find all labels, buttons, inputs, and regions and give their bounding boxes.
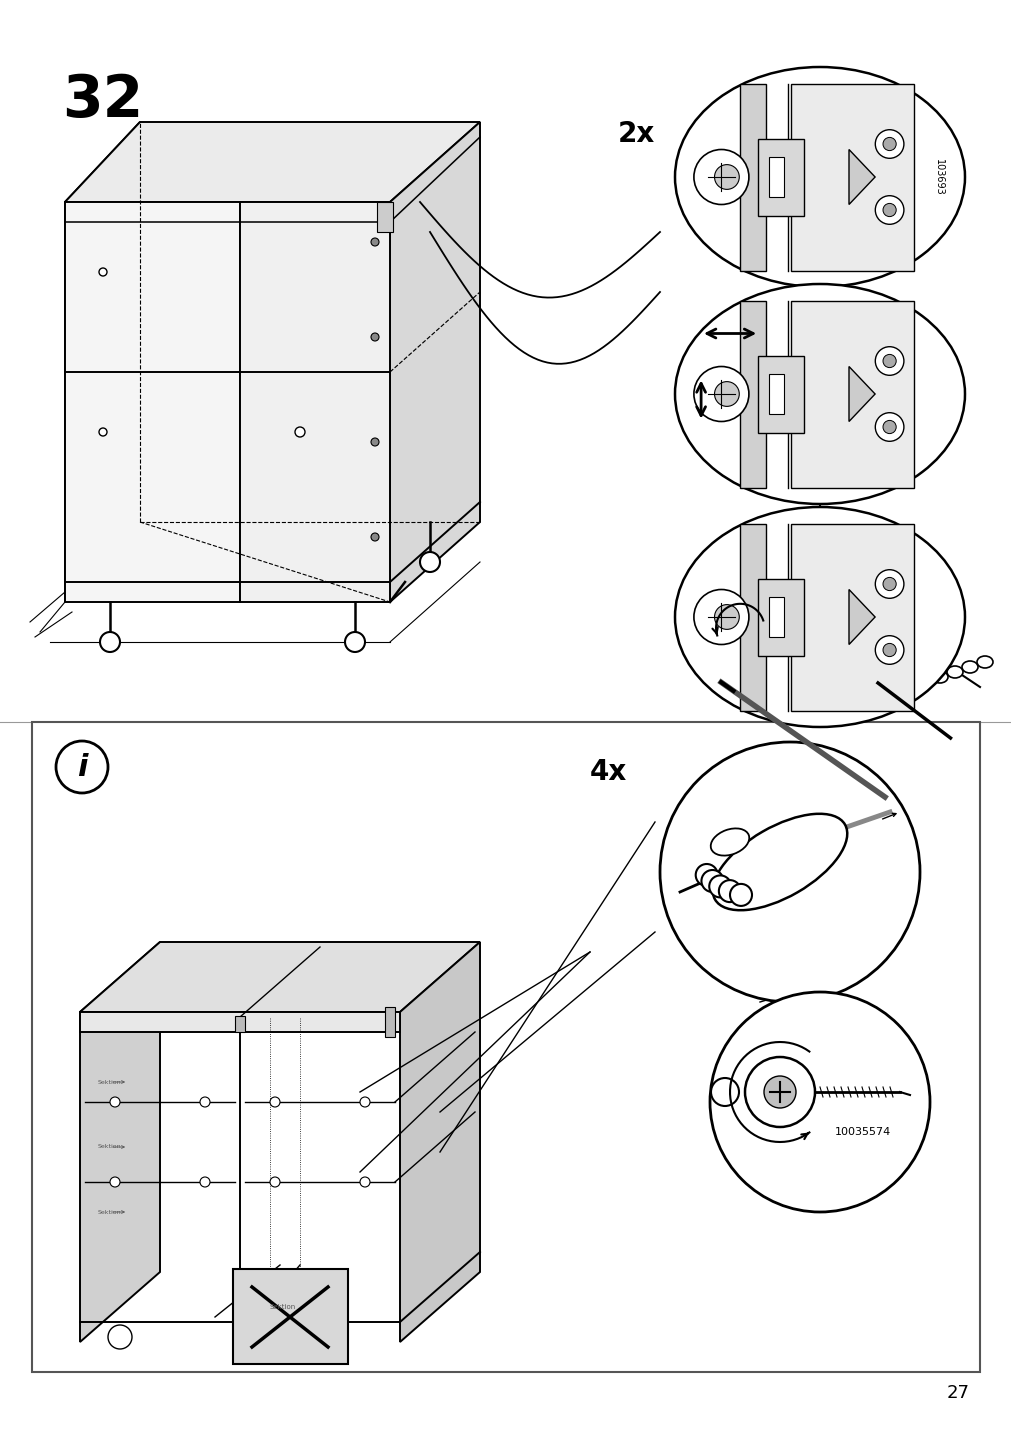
Bar: [739, 301, 765, 487]
Circle shape: [883, 203, 896, 216]
Circle shape: [875, 130, 903, 159]
Text: 103693: 103693: [933, 159, 943, 195]
Circle shape: [714, 381, 739, 407]
Text: 2x: 2x: [618, 120, 654, 147]
Ellipse shape: [710, 828, 748, 855]
Text: Sektion: Sektion: [98, 1144, 121, 1150]
Text: 27: 27: [946, 1383, 969, 1402]
Text: Sektion: Sektion: [98, 1080, 121, 1084]
Text: Sektion: Sektion: [98, 1210, 121, 1214]
Ellipse shape: [674, 67, 964, 286]
Circle shape: [108, 1325, 131, 1349]
Circle shape: [270, 1177, 280, 1187]
Ellipse shape: [946, 666, 962, 677]
Polygon shape: [65, 122, 479, 202]
Circle shape: [710, 992, 929, 1211]
Circle shape: [709, 875, 731, 898]
Bar: [377, 202, 392, 232]
Circle shape: [100, 632, 120, 652]
Circle shape: [420, 551, 440, 571]
Circle shape: [694, 590, 748, 644]
Bar: [384, 1007, 394, 1037]
Circle shape: [345, 632, 365, 652]
Ellipse shape: [674, 284, 964, 504]
Circle shape: [701, 871, 723, 892]
Polygon shape: [389, 122, 479, 601]
Polygon shape: [65, 122, 140, 601]
Circle shape: [694, 367, 748, 421]
Ellipse shape: [976, 656, 992, 667]
Bar: [757, 579, 804, 656]
Bar: [768, 374, 783, 414]
Text: 4x: 4x: [589, 758, 627, 786]
Circle shape: [875, 412, 903, 441]
Circle shape: [883, 421, 896, 434]
Circle shape: [729, 884, 751, 906]
Circle shape: [295, 427, 304, 437]
Circle shape: [714, 165, 739, 189]
Bar: [757, 355, 804, 432]
Bar: [791, 83, 913, 271]
Circle shape: [875, 196, 903, 225]
Circle shape: [883, 643, 896, 657]
Text: i: i: [77, 752, 87, 782]
Circle shape: [110, 1097, 120, 1107]
Bar: [233, 1269, 348, 1365]
Circle shape: [371, 238, 379, 246]
Circle shape: [711, 1078, 738, 1106]
Circle shape: [744, 1057, 814, 1127]
Polygon shape: [848, 590, 875, 644]
Bar: [739, 524, 765, 710]
Bar: [768, 158, 783, 196]
Circle shape: [875, 347, 903, 375]
Circle shape: [659, 742, 919, 1002]
Ellipse shape: [961, 662, 977, 673]
Bar: [739, 83, 765, 271]
Circle shape: [718, 881, 740, 902]
Polygon shape: [65, 202, 240, 601]
Circle shape: [883, 577, 896, 590]
Polygon shape: [399, 942, 479, 1342]
Circle shape: [200, 1097, 210, 1107]
Bar: [32, 722, 979, 1372]
Circle shape: [371, 334, 379, 341]
Bar: [791, 524, 913, 710]
Circle shape: [110, 1177, 120, 1187]
Bar: [768, 597, 783, 637]
Circle shape: [875, 570, 903, 599]
Circle shape: [695, 863, 717, 886]
Polygon shape: [80, 1012, 399, 1032]
Circle shape: [714, 604, 739, 630]
Text: Sektion: Sektion: [270, 1305, 296, 1310]
Circle shape: [270, 1097, 280, 1107]
Text: 10035574: 10035574: [834, 1127, 891, 1137]
Circle shape: [360, 1177, 370, 1187]
Circle shape: [694, 149, 748, 205]
Circle shape: [56, 740, 108, 793]
Circle shape: [371, 533, 379, 541]
Circle shape: [99, 428, 107, 435]
Circle shape: [763, 1075, 796, 1108]
Polygon shape: [848, 149, 875, 205]
Bar: [791, 301, 913, 487]
Polygon shape: [80, 942, 160, 1342]
Polygon shape: [80, 942, 479, 1012]
Circle shape: [99, 268, 107, 276]
Circle shape: [360, 1097, 370, 1107]
Text: 32: 32: [62, 72, 144, 129]
Circle shape: [200, 1177, 210, 1187]
Polygon shape: [240, 202, 389, 601]
Bar: [235, 1015, 245, 1032]
Ellipse shape: [931, 672, 947, 683]
Polygon shape: [848, 367, 875, 421]
Circle shape: [883, 354, 896, 368]
Ellipse shape: [674, 507, 964, 727]
Circle shape: [883, 137, 896, 150]
Circle shape: [371, 438, 379, 445]
Ellipse shape: [712, 813, 846, 911]
Bar: [757, 139, 804, 215]
Circle shape: [875, 636, 903, 664]
